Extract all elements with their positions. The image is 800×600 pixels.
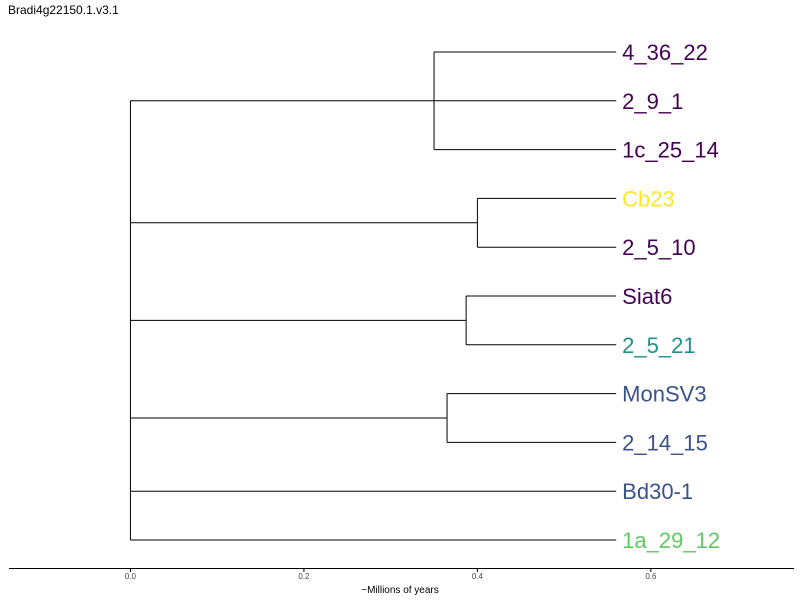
leaf-label: 4_36_22 (622, 40, 708, 65)
leaf-label: Bd30-1 (622, 479, 693, 504)
tree-branches (129, 51, 617, 541)
leaf-labels: 4_36_22 2_9_1 1c_25_14 Cb23 2_5_10 Siat6 2_5_2… (622, 40, 720, 553)
chart-title: Bradi4g22150.1.v3.1 (8, 3, 119, 17)
leaf-label: Siat6 (622, 284, 672, 309)
leaf-label: 2_5_21 (622, 333, 695, 358)
leaf-label: 2_5_10 (622, 235, 695, 260)
leaf-label: 1a_29_12 (622, 528, 720, 553)
x-axis: 0.0 0.2 0.4 0.6 (9, 568, 794, 581)
leaf-label: 1c_25_14 (622, 138, 719, 163)
leaf-label: MonSV3 (622, 382, 706, 407)
leaf-label: 2_9_1 (622, 89, 683, 114)
x-tick-label: 0.4 (472, 572, 484, 581)
x-tick-label: 0.6 (645, 572, 657, 581)
leaf-label: Cb23 (622, 186, 675, 211)
x-tick-label: 0.2 (298, 572, 310, 581)
x-axis-label: ~Millions of years (361, 585, 439, 596)
x-tick-label: 0.0 (125, 572, 137, 581)
leaf-label: 2_14_15 (622, 430, 708, 455)
